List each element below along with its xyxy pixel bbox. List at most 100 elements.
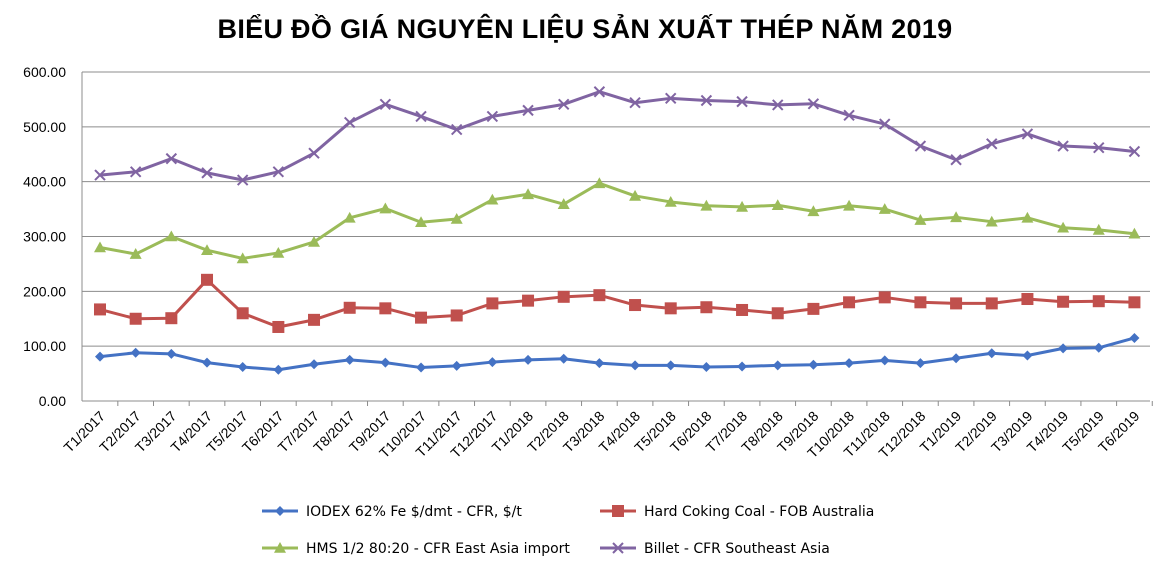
data-point: [522, 294, 535, 307]
data-point: [344, 354, 355, 365]
data-point: [593, 86, 606, 98]
data-point: [557, 290, 570, 303]
data-point: [94, 241, 106, 253]
data-point: [379, 202, 392, 214]
series-line: [99, 278, 1135, 329]
data-point: [308, 147, 320, 159]
data-point: [308, 313, 321, 326]
data-point: [807, 205, 820, 217]
data-point: [950, 154, 962, 166]
data-point: [1092, 295, 1105, 308]
data-point: [1021, 293, 1034, 306]
data-point: [273, 364, 284, 375]
data-point: [843, 199, 856, 211]
data-point: [450, 309, 463, 322]
series-3: [94, 177, 1141, 264]
data-point: [236, 307, 249, 320]
legend-item: IODEX 62% Fe $/dmt - CFR, $/t: [262, 504, 522, 520]
data-point: [1093, 342, 1104, 353]
series-line: [99, 181, 1135, 260]
data-point: [272, 320, 285, 333]
data-point: [451, 360, 462, 371]
data-point: [522, 104, 534, 117]
data-point: [558, 98, 570, 111]
data-point: [165, 230, 178, 242]
data-point: [487, 357, 498, 368]
legend-item: Hard Coking Coal - FOB Australia: [600, 504, 874, 520]
data-point: [236, 252, 249, 264]
data-point: [557, 198, 570, 209]
data-point: [629, 96, 641, 109]
data-point: [736, 303, 749, 316]
data-point: [129, 248, 142, 259]
series-line: [99, 336, 1135, 372]
data-point: [416, 362, 427, 373]
legend-label: HMS 1/2 80:20 - CFR East Asia import: [306, 541, 570, 557]
data-point: [843, 296, 856, 309]
data-point: [308, 235, 321, 247]
legend-label: Billet - CFR Southeast Asia: [644, 541, 830, 557]
data-point: [522, 188, 535, 200]
data-point: [771, 307, 784, 320]
data-point: [771, 199, 784, 211]
data-point: [879, 118, 891, 130]
data-point: [1057, 295, 1070, 308]
data-point: [486, 193, 499, 205]
data-point: [986, 138, 998, 150]
data-point: [129, 312, 142, 325]
data-point: [1057, 140, 1069, 152]
data-point: [986, 348, 997, 359]
data-point: [1093, 141, 1105, 154]
series-4: [94, 86, 1141, 186]
data-point: [629, 189, 642, 201]
data-point: [237, 362, 248, 373]
data-point: [95, 351, 105, 362]
y-tick-label: 500.00: [23, 119, 66, 135]
series-1: [95, 332, 1140, 375]
chart-title: BIỂU ĐỒ GIÁ NGUYÊN LIỆU SẢN XUẤT THÉP NĂ…: [217, 14, 953, 44]
data-point: [700, 301, 713, 314]
data-point: [166, 348, 177, 359]
data-point: [415, 311, 428, 324]
data-point: [486, 110, 499, 123]
data-point: [1022, 350, 1033, 361]
data-point: [379, 98, 392, 111]
data-point: [129, 166, 142, 178]
gridlines: [82, 71, 1150, 347]
data-point: [1058, 343, 1069, 354]
data-point: [593, 177, 606, 189]
data-point: [629, 299, 642, 312]
legend-item: Billet - CFR Southeast Asia: [600, 541, 830, 557]
data-point: [594, 358, 605, 369]
data-point: [951, 353, 962, 364]
legend-marker: [612, 542, 624, 554]
data-point: [664, 302, 677, 315]
data-point: [130, 347, 141, 358]
data-point: [736, 200, 749, 212]
data-point: [201, 244, 214, 256]
legend-label: IODEX 62% Fe $/dmt - CFR, $/t: [306, 504, 522, 520]
data-point: [701, 362, 712, 373]
data-point: [593, 289, 606, 302]
data-point: [486, 297, 499, 310]
y-tick-label: 0.00: [39, 393, 66, 409]
y-tick-label: 600.00: [23, 64, 66, 80]
data-point: [700, 94, 713, 107]
data-point: [879, 355, 890, 366]
data-point: [94, 303, 106, 316]
data-point: [950, 211, 963, 223]
data-point: [309, 359, 320, 370]
data-point: [807, 98, 820, 110]
data-point: [343, 211, 356, 223]
axes: 0.00 100.00 200.00 300.00 400.00 500.00 600.00…: [23, 64, 1153, 461]
series-group: [94, 86, 1141, 375]
data-point: [985, 297, 998, 310]
data-point: [808, 359, 819, 370]
data-point: [450, 123, 463, 136]
data-point: [165, 152, 178, 165]
data-point: [1021, 211, 1034, 223]
series-line: [99, 90, 1135, 182]
data-point: [272, 246, 285, 258]
y-tick-label: 100.00: [23, 338, 66, 354]
